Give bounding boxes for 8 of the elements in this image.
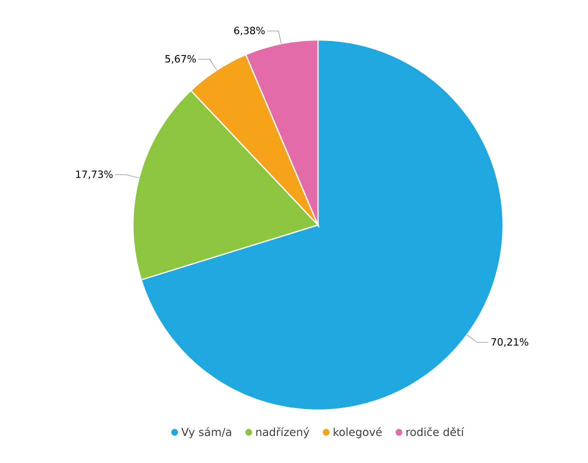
data-label: 70,21% bbox=[491, 338, 528, 347]
data-label: 17,73% bbox=[76, 170, 113, 180]
data-label: 5,67% bbox=[165, 55, 196, 64]
legend-label: kolegové bbox=[334, 427, 382, 438]
legend-label: nadřízený bbox=[256, 427, 310, 438]
legend-label: Vy sám/a bbox=[181, 427, 232, 438]
data-label: 6,38% bbox=[234, 26, 265, 36]
legend-label: rodiče dětí bbox=[406, 427, 464, 436]
